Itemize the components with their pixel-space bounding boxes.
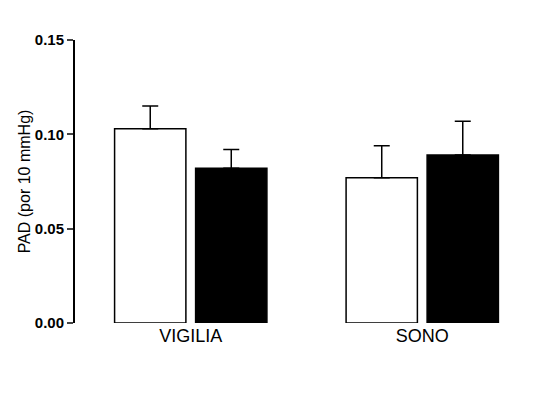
- svg-text:0.00: 0.00: [35, 314, 64, 331]
- svg-text:0.15: 0.15: [35, 31, 64, 48]
- svg-text:PAD (por 10 mmHg): PAD (por 10 mmHg): [16, 110, 33, 254]
- svg-text:0.05: 0.05: [35, 220, 64, 237]
- svg-text:SONO: SONO: [396, 326, 449, 346]
- svg-text:VIGILIA: VIGILIA: [159, 326, 222, 346]
- svg-text:0.10: 0.10: [35, 126, 64, 143]
